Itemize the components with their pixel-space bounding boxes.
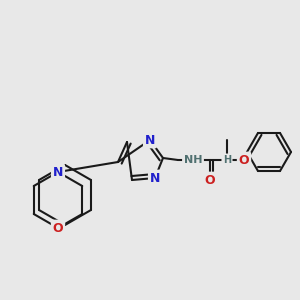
Text: O: O [53,221,63,235]
Text: O: O [239,154,249,166]
Text: N: N [53,166,63,178]
Text: N: N [150,172,160,184]
Text: NH: NH [184,155,202,165]
Text: N: N [145,134,155,146]
Text: H: H [223,155,231,165]
Text: O: O [205,173,215,187]
